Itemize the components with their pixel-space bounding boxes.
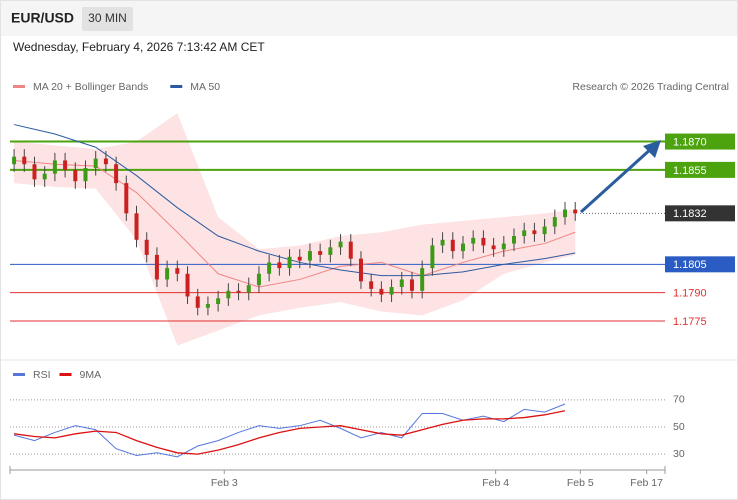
candle-body (256, 273, 261, 286)
candle-body (512, 236, 517, 244)
candle-body (409, 279, 414, 291)
candle-body (542, 226, 547, 235)
candle-body (328, 247, 333, 255)
candle-body (93, 158, 98, 168)
legend-swatch (170, 85, 183, 88)
candle-body (471, 237, 476, 244)
candle-body (277, 262, 282, 269)
arrow-shaft (579, 146, 654, 214)
candle-body (450, 239, 455, 252)
symbol: EUR/USD (11, 10, 74, 26)
candle-body (22, 156, 27, 165)
candle-body (134, 213, 139, 240)
candle-body (83, 168, 88, 182)
candle-body (318, 251, 323, 255)
x-tick-label: Feb 3 (211, 477, 238, 489)
datetime: Wednesday, February 4, 2026 7:13:42 AM C… (13, 40, 265, 54)
credit: Research © 2026 Trading Central (572, 81, 729, 93)
y-tick-label: 70 (673, 394, 685, 406)
candle-body (532, 230, 537, 235)
y-tick-label: 50 (673, 421, 685, 433)
legend-swatch (13, 85, 25, 88)
candle-body (52, 160, 57, 174)
rsi-line (13, 403, 566, 458)
level-box (665, 256, 735, 273)
candle-body (226, 290, 231, 299)
candle-body (63, 160, 68, 170)
candle-body (236, 290, 241, 293)
candle-body (420, 268, 425, 291)
candle-body (481, 237, 486, 246)
legend-label: RSI (33, 369, 51, 381)
candle-body (501, 243, 506, 250)
candle-body (399, 279, 404, 287)
candle-body (573, 209, 578, 214)
candle-body (267, 262, 272, 274)
candle-body (32, 164, 37, 180)
candle-body (522, 230, 527, 236)
candle-body (287, 256, 292, 269)
candle-body (154, 254, 159, 280)
level-label: 1.1855 (673, 165, 707, 177)
legend-swatch (59, 373, 72, 376)
candle-body (165, 268, 170, 280)
candle-body (491, 245, 496, 250)
candle-body (246, 285, 251, 293)
candle-body (552, 217, 557, 227)
x-tick-label: Feb 5 (567, 477, 594, 489)
level-box (665, 161, 735, 178)
x-tick-label: Feb 17 (630, 477, 663, 489)
y-tick-label: 30 (673, 448, 685, 460)
level-label: 1.1832 (673, 208, 707, 220)
level-label: 1.1870 (673, 136, 707, 148)
candle-body (144, 239, 149, 255)
timeframe[interactable]: 30 MIN (88, 11, 127, 25)
level-label: 1.1775 (673, 316, 707, 328)
candle-body (348, 241, 353, 259)
bollinger-band (14, 113, 576, 346)
candle-body (389, 287, 394, 295)
candle-body (563, 209, 568, 218)
candle-body (216, 298, 221, 304)
arrow-head (643, 140, 661, 158)
candle-body (379, 288, 384, 295)
candle-body (12, 156, 17, 165)
candle-body (175, 268, 180, 274)
candle-body (460, 243, 465, 252)
ma-line (14, 159, 576, 288)
candle-body (124, 183, 129, 214)
timeframe-badge[interactable] (82, 7, 133, 31)
candle-body (440, 239, 445, 246)
candle-body (114, 164, 119, 184)
candle-body (430, 245, 435, 269)
candle-body (307, 251, 312, 261)
legend-label: MA 20 + Bollinger Bands (33, 81, 148, 93)
legend-label: 9MA (80, 369, 102, 381)
candle-body (297, 256, 302, 261)
rsi-line (13, 410, 566, 455)
level-label: 1.1790 (673, 288, 707, 300)
trend-arrow (579, 140, 661, 214)
candle-body (205, 304, 210, 308)
legend-swatch (13, 373, 25, 376)
candle-body (369, 281, 374, 289)
legend-label: MA 50 (190, 81, 220, 93)
candle-body (185, 273, 190, 297)
level-box (665, 205, 735, 222)
candle-body (73, 169, 78, 182)
x-tick-label: Feb 4 (482, 477, 509, 489)
candle-body (338, 241, 343, 248)
candle-body (195, 296, 200, 308)
level-box (665, 133, 735, 150)
candle-body (358, 258, 363, 282)
candle-body (42, 173, 47, 180)
level-label: 1.1805 (673, 259, 707, 271)
candle-body (103, 158, 108, 165)
